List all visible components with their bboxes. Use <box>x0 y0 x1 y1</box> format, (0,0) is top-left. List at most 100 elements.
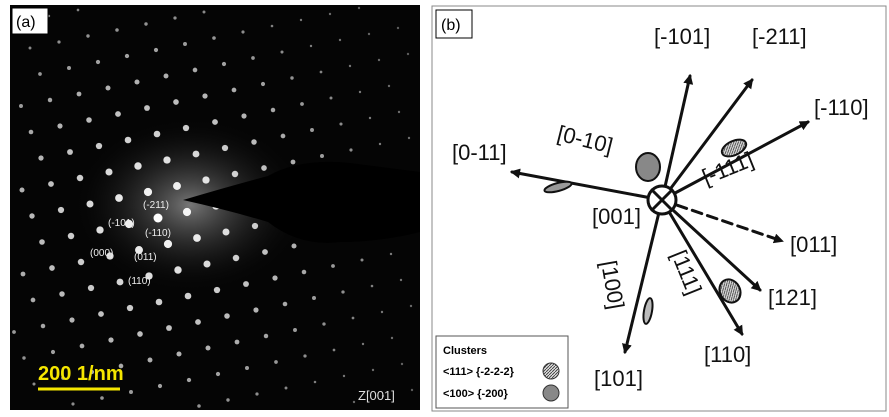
diffraction-spot <box>32 382 35 385</box>
diffraction-spot <box>214 287 220 293</box>
diffraction-spot <box>243 281 249 287</box>
diffraction-spot <box>400 279 402 281</box>
direction-label: [0-11] <box>452 140 507 165</box>
diffraction-spot <box>183 42 187 46</box>
diffraction-spot <box>193 234 201 242</box>
diffraction-spot <box>173 182 181 190</box>
diffraction-spot <box>105 168 112 175</box>
diffraction-spot <box>343 375 345 377</box>
diffraction-spot <box>310 128 314 132</box>
diffraction-spot <box>185 293 192 300</box>
diffraction-spot <box>222 228 229 235</box>
diffraction-spot <box>164 74 169 79</box>
diffraction-spot <box>212 36 216 40</box>
direction-label: [001] <box>592 204 641 229</box>
diffraction-spot <box>272 275 277 280</box>
diffraction-spot <box>232 88 237 93</box>
diffraction-spot <box>310 45 312 47</box>
diffraction-spot <box>96 226 103 233</box>
diffraction-spot <box>156 299 163 306</box>
diffraction-spot <box>331 264 335 268</box>
diffraction-spot <box>129 390 133 394</box>
diffraction-spot <box>362 343 364 345</box>
diffraction-spot <box>371 285 374 288</box>
diffraction-spot <box>154 48 158 52</box>
diffraction-spot <box>302 270 307 275</box>
diffraction-spot <box>154 131 161 138</box>
spot-label: (-110) <box>145 228 171 239</box>
diffraction-spot <box>134 162 141 169</box>
diffraction-spot <box>369 117 371 119</box>
diffraction-spot <box>96 143 102 149</box>
diffraction-spot <box>368 33 370 35</box>
diffraction-spot <box>410 305 412 307</box>
diffraction-spot <box>312 296 316 300</box>
diffraction-spot <box>68 233 74 239</box>
diffraction-spot <box>226 398 229 401</box>
diffraction-spot <box>379 143 381 145</box>
diffraction-spot <box>300 102 304 106</box>
direction-label: [011] <box>790 232 837 257</box>
diffraction-spot <box>148 358 153 363</box>
direction-label: [-101] <box>654 24 710 49</box>
diffraction-spot <box>144 105 150 111</box>
diffraction-spot <box>77 175 83 181</box>
diffraction-spot <box>100 396 104 400</box>
diffraction-spot <box>173 16 176 19</box>
diffraction-spot <box>19 187 24 192</box>
diffraction-spot <box>80 344 85 349</box>
diffraction-spot <box>88 285 94 291</box>
diffraction-spot <box>173 99 179 105</box>
diffraction-spot <box>205 345 210 350</box>
diffraction-spot <box>71 402 74 405</box>
legend-item: <111> {-2-2-2} <box>443 366 515 378</box>
spot-label: (-211) <box>143 200 169 211</box>
diffraction-spot <box>212 119 218 125</box>
diffraction-spot <box>144 188 152 196</box>
diffraction-spot <box>105 85 110 90</box>
diffraction-spot <box>390 253 392 255</box>
panel-a: (a) (-211) (-101) (-110) (000) (011) (11… <box>10 5 420 410</box>
diffraction-spot <box>235 340 240 345</box>
diffraction-spot <box>271 108 275 112</box>
diffraction-spot <box>372 369 374 371</box>
diffraction-spot <box>144 22 147 25</box>
scale-bar-label: 200 1/nm <box>38 363 124 385</box>
diffraction-spot <box>261 82 265 86</box>
diffraction-spot <box>253 307 258 312</box>
diffraction-spot <box>49 265 55 271</box>
diffraction-spot <box>39 239 45 245</box>
diffraction-spot <box>291 160 296 165</box>
diffraction-spot <box>77 92 82 97</box>
spot-label: (000) <box>90 248 113 259</box>
diffraction-spot <box>29 47 32 50</box>
diffraction-spot <box>339 39 341 41</box>
diffraction-spot <box>78 259 84 265</box>
diffraction-spot <box>303 354 306 357</box>
legend-swatch <box>543 363 559 379</box>
diffraction-spot <box>19 104 23 108</box>
diffraction-spot <box>252 223 258 229</box>
diffraction-spot <box>67 66 71 70</box>
diffraction-spot <box>320 71 323 74</box>
diffraction-spot <box>193 151 200 158</box>
diffraction-spot <box>353 401 355 403</box>
diffraction-spot <box>96 60 100 64</box>
diffraction-spot <box>12 330 16 334</box>
legend-title: Clusters <box>443 345 487 357</box>
diffraction-spot <box>67 149 73 155</box>
diffraction-spot <box>134 79 139 84</box>
diffraction-spot <box>300 19 302 21</box>
diffraction-spot <box>202 93 207 98</box>
diffraction-spot <box>224 313 230 319</box>
diffraction-spot <box>358 7 360 9</box>
diffraction-spot <box>293 328 297 332</box>
diffraction-spot <box>38 72 42 76</box>
diffraction-spot <box>115 28 119 32</box>
diffraction-spot <box>187 378 191 382</box>
diffraction-spot <box>108 337 113 342</box>
diffraction-spot <box>401 363 403 365</box>
diffraction-spot <box>264 334 268 338</box>
panel-label: (a) <box>16 14 36 31</box>
diffraction-spot <box>51 350 55 354</box>
